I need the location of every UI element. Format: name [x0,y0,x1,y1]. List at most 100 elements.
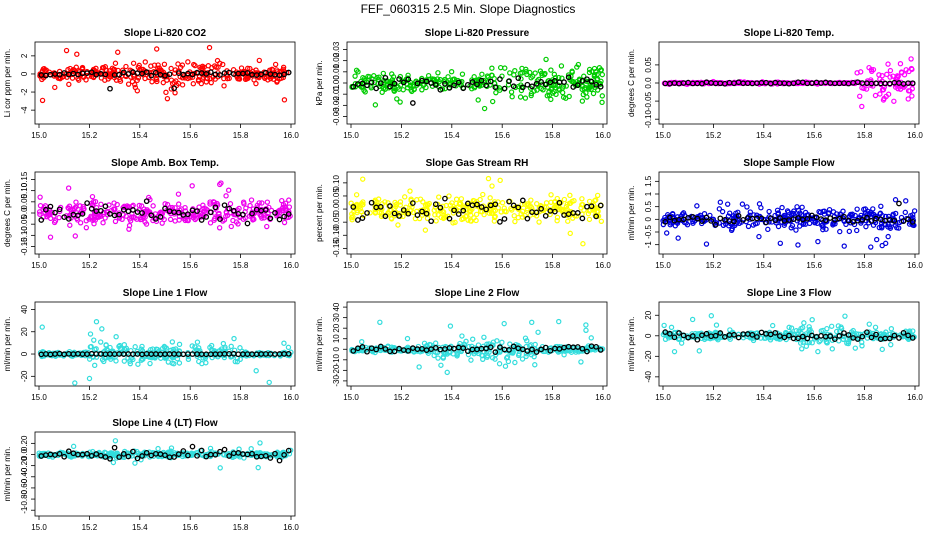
data-point [203,206,209,212]
data-point [159,220,165,226]
data-point [890,211,896,218]
reference-point [272,210,278,216]
data-point [901,72,908,78]
y-axis-label: percent per min. [315,184,324,242]
data-point [124,203,130,209]
data-point [37,194,43,200]
data-point [765,331,771,337]
x-tick-label: 15.6 [494,261,510,270]
data-point [756,201,763,207]
reference-point [56,71,63,78]
data-point [150,203,156,209]
reference-point [446,215,453,222]
data-point [854,227,860,234]
data-point [898,69,905,75]
reference-point [442,195,448,202]
reference-point [529,83,535,90]
data-point [543,56,549,63]
reference-point [428,80,435,86]
data-point [227,201,234,207]
plot-frame [34,301,296,387]
data-point [136,62,142,69]
data-point [168,65,174,72]
data-point [169,80,176,87]
data-point [420,199,426,205]
data-point [561,196,568,203]
data-point [198,80,205,87]
data-point [149,79,155,85]
data-point [524,71,530,78]
data-point [377,319,383,325]
reference-point [529,346,535,353]
data-point [431,207,437,214]
reference-point [355,217,361,223]
data-point [110,66,117,73]
data-point [132,344,138,350]
data-point [828,323,835,329]
reference-point [579,215,586,222]
data-point [473,211,480,218]
reference-point [350,83,357,90]
data-point [854,70,860,76]
data-point [125,81,132,87]
reference-point [469,79,476,85]
data-point [877,91,883,97]
reference-point [533,80,540,87]
y-tick-label: 0.03 [332,41,341,57]
data-point [880,87,886,93]
reference-point [864,329,870,336]
data-point [354,209,360,216]
data-point [266,379,272,386]
data-point [806,220,813,227]
data-point [807,326,813,333]
data-point [793,328,799,334]
data-point [892,197,899,203]
data-point [44,213,50,220]
reference-point [597,83,604,90]
data-point [121,358,128,364]
data-point [107,344,113,351]
reference-point [584,203,590,210]
reference-point [148,212,155,219]
data-point [845,338,852,345]
reference-point [226,205,232,212]
data-point [135,361,141,367]
data-point [799,346,805,352]
reference-point [735,213,742,219]
data-point [454,353,460,359]
data-point [522,95,529,101]
data-point [816,339,822,345]
data-point [484,354,490,360]
data-point [72,380,78,386]
reference-point [423,78,430,85]
reference-point [84,450,90,457]
reference-point [786,332,792,339]
data-point [724,201,731,207]
reference-point [574,210,581,216]
data-point [795,242,801,248]
data-point [86,356,93,362]
data-point [46,210,53,216]
reference-point [909,335,916,341]
data-point [248,197,255,203]
reference-point [143,198,150,205]
data-point [448,69,455,75]
y-tick-label: -0.80 [20,489,29,508]
data-point [598,67,604,74]
y-tick-label: -2 [20,88,29,96]
x-tick-label: 15.8 [545,393,561,402]
data-point [489,183,495,189]
reference-point [547,347,554,354]
reference-point [359,80,366,87]
x-tick-label: 15.6 [806,393,822,402]
data-point [528,197,534,203]
data-point [470,336,476,342]
data-point [599,71,606,78]
data-point [255,464,261,471]
reference-point [533,349,540,355]
data-point [671,348,678,355]
reference-point [873,331,879,338]
data-point [134,88,141,94]
plot-frame [658,301,920,387]
